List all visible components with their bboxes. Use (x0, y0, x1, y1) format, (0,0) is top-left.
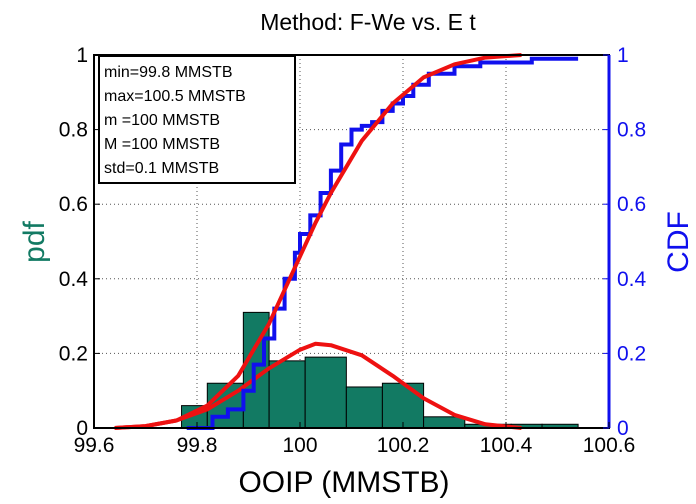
histogram-bar (304, 356, 347, 429)
right-y-tick-label: 0.8 (617, 119, 646, 142)
left-y-tick-label: 0.8 (59, 119, 88, 142)
x-tick-label: 100.4 (480, 434, 533, 457)
left-y-tick-label: 0.6 (59, 193, 88, 216)
histogram-bar (423, 416, 466, 429)
stats-max: max=100.5 MMSTB (104, 88, 246, 105)
right-y-tick-label: 0 (617, 417, 629, 440)
histogram-bar (345, 386, 383, 429)
x-tick-label: 100.6 (583, 434, 636, 457)
left-y-tick-label: 0.4 (59, 268, 89, 291)
histogram-bar (381, 382, 425, 429)
left-y-axis-label: pdf (18, 220, 51, 262)
x-tick-label: 99.8 (177, 434, 218, 457)
right-y-tick-label: 0.2 (617, 342, 646, 365)
x-tick-label: 99.6 (74, 434, 115, 457)
stats-median: M =100 MMSTB (104, 136, 220, 153)
x-axis-label: OOIP (MMSTB) (238, 466, 449, 499)
x-tick-label: 100.2 (377, 434, 430, 457)
stats-std: std=0.1 MMSTB (104, 160, 219, 177)
left-y-tick-label: 0.2 (59, 342, 88, 365)
chart-title: Method: F-We vs. E t (260, 9, 476, 35)
fitted-cdf-line (114, 53, 522, 430)
curves (114, 53, 579, 430)
x-tick-label: 100 (282, 434, 317, 457)
left-y-tick-label: 0 (76, 417, 88, 440)
stats-box-frame (98, 55, 296, 184)
axes: 99.6 99.8 100 100.2 100.4 100.600.20.40.60.81… (59, 44, 647, 457)
right-y-tick-label: 1 (617, 44, 629, 67)
histogram-bar (268, 360, 306, 429)
right-y-tick-label: 0.6 (617, 193, 646, 216)
stats-mean: m =100 MMSTB (104, 112, 220, 129)
stats-box: min=99.8 MMSTB max=100.5 MMSTB m =100 MM… (98, 55, 296, 184)
right-y-axis-label: CDF (662, 211, 695, 273)
stats-min: min=99.8 MMSTB (104, 64, 232, 81)
left-y-tick-label: 1 (76, 44, 88, 67)
right-y-tick-label: 0.4 (617, 268, 647, 291)
empirical-cdf-line (186, 56, 579, 430)
